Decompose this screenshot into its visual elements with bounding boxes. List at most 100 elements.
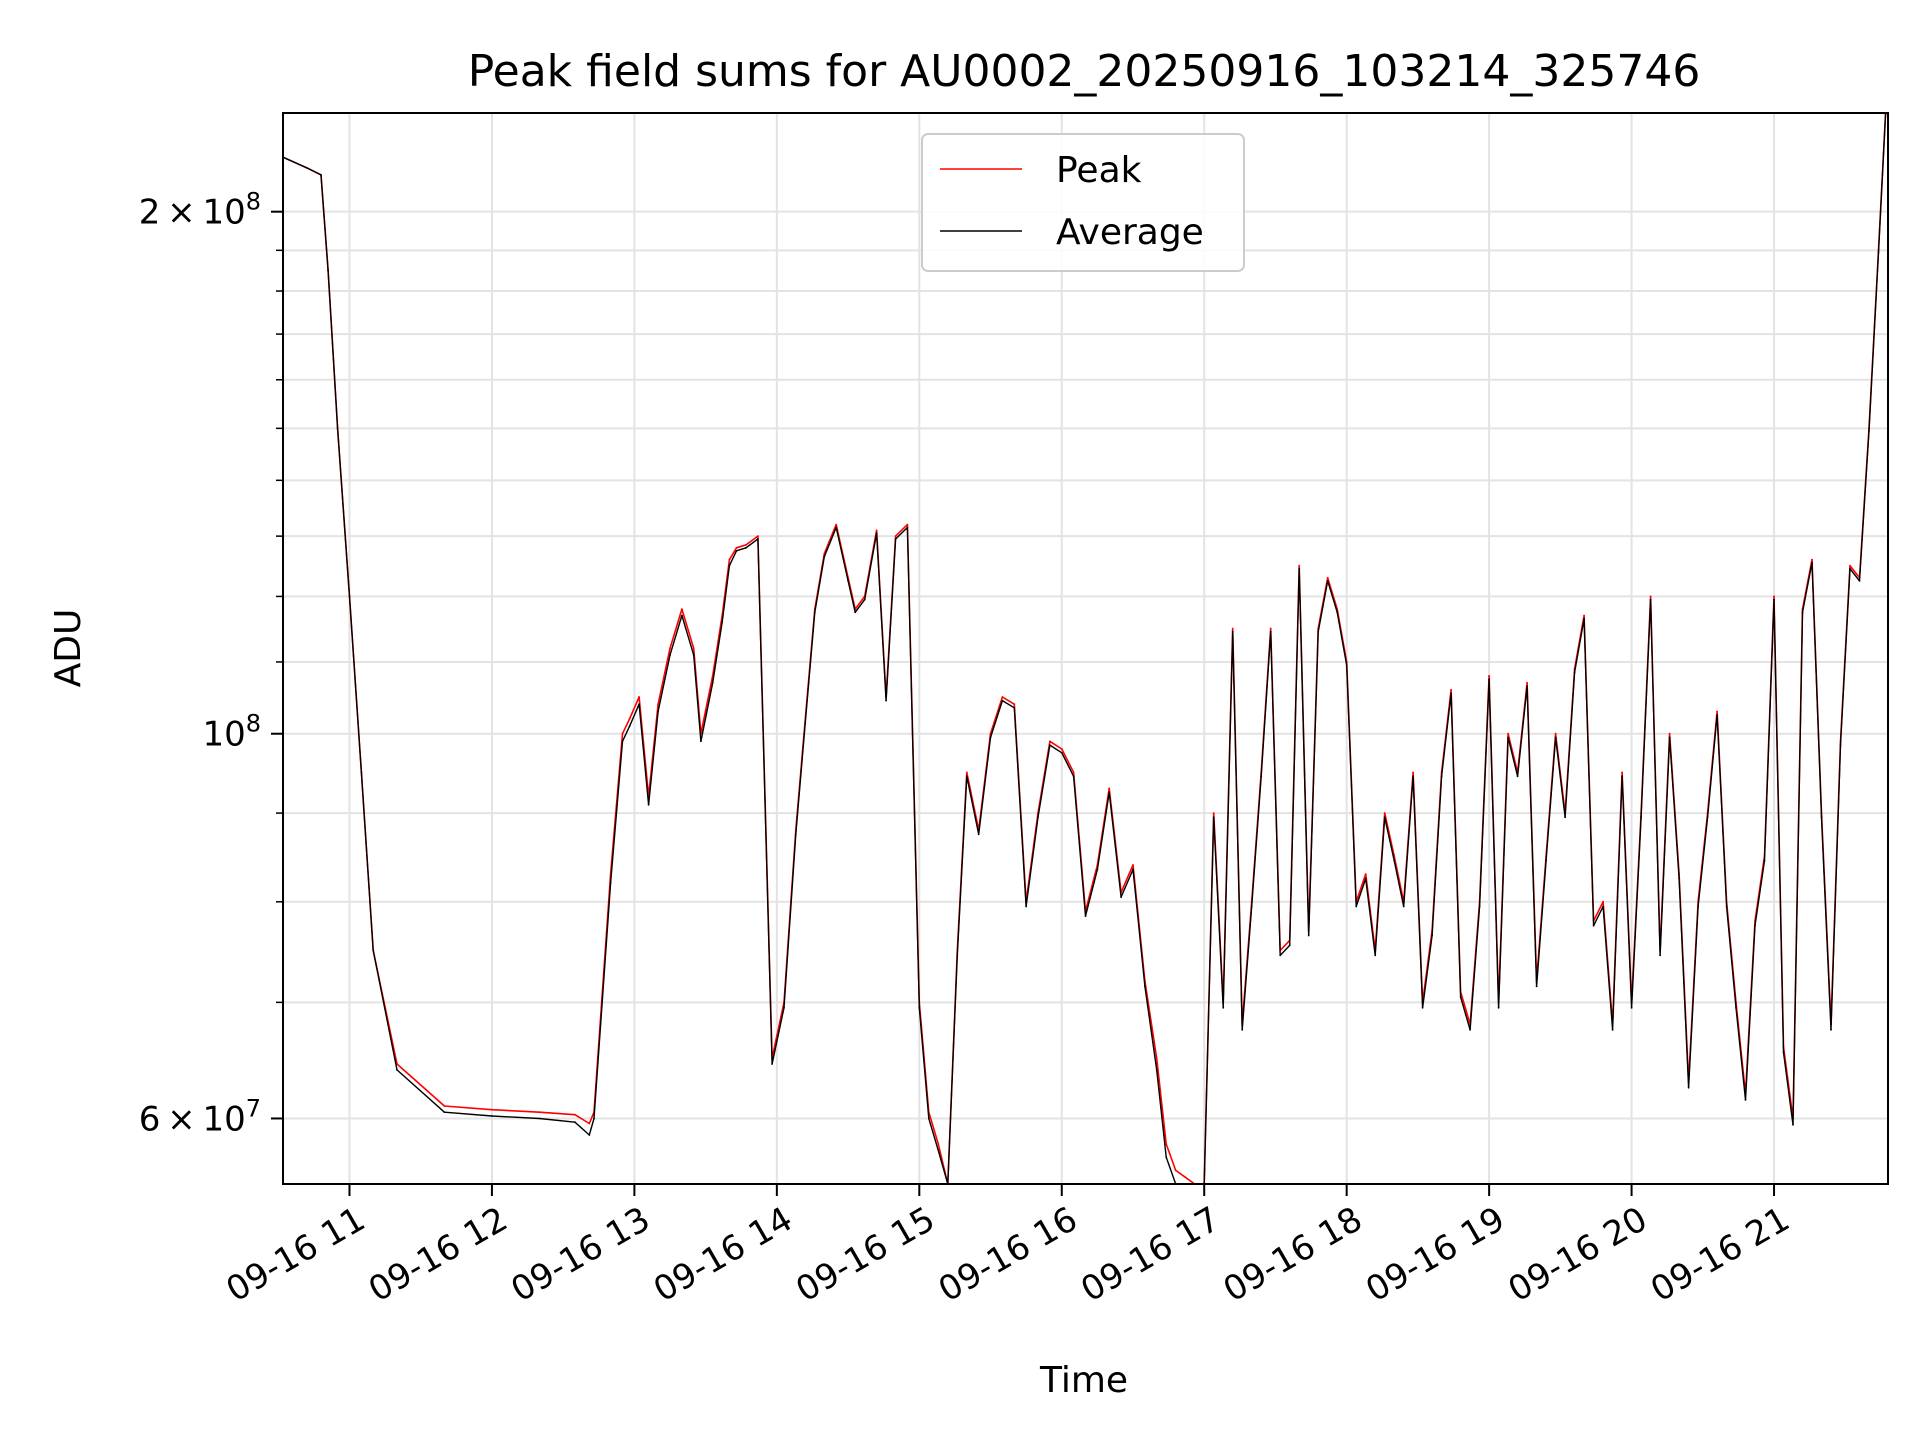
data-point-average	[711, 681, 714, 684]
legend: Peak Average	[921, 133, 1245, 272]
data-point-peak	[1488, 674, 1490, 677]
y-tick-label: 6 × 107	[139, 1094, 261, 1139]
data-point-average	[1165, 1156, 1168, 1158]
data-point-average	[1554, 736, 1557, 739]
data-point-average	[700, 740, 702, 743]
data-point-average	[927, 1117, 930, 1120]
legend-label-average: Average	[1056, 212, 1204, 253]
data-point-average	[783, 1006, 785, 1009]
data-point-average	[1564, 816, 1566, 819]
data-point-average	[885, 699, 887, 702]
y-tick-label: 108	[202, 710, 261, 755]
data-point-average	[1450, 692, 1452, 695]
data-point-average	[1507, 736, 1509, 739]
data-point-average	[1120, 896, 1122, 898]
data-point-peak	[937, 1143, 940, 1145]
data-point-average	[1811, 561, 1813, 564]
data-point-average	[681, 614, 683, 617]
data-point-average	[863, 598, 866, 601]
data-point-peak	[1184, 1176, 1187, 1179]
data-point-average	[1782, 1051, 1785, 1054]
data-point-average	[1744, 1099, 1747, 1101]
data-point-average	[647, 803, 650, 806]
data-point-average	[593, 1117, 595, 1120]
data-point-average	[745, 546, 747, 549]
data-point-average	[1640, 816, 1642, 819]
data-point-average	[757, 538, 759, 540]
data-point-average	[1096, 868, 1099, 871]
data-point-peak	[1060, 748, 1063, 750]
data-point-average	[1108, 791, 1111, 794]
data-point-peak	[588, 1122, 591, 1125]
data-point-peak	[1298, 564, 1301, 567]
data-point-peak	[1849, 564, 1851, 567]
data-point-average	[794, 833, 797, 836]
x-axis-title: Time	[1039, 1360, 1128, 1401]
data-point-peak	[835, 523, 838, 526]
data-point-average	[1144, 985, 1146, 988]
data-point-peak	[1811, 558, 1813, 561]
data-point-average	[1792, 1123, 1794, 1126]
data-point-average	[628, 725, 631, 728]
data-point-average	[491, 1115, 493, 1117]
data-point-average	[823, 555, 826, 558]
data-point-average	[728, 564, 731, 567]
data-point-average	[336, 427, 339, 430]
data-point-average	[1526, 685, 1528, 688]
data-point-average	[1545, 859, 1547, 862]
data-point-peak	[1072, 771, 1075, 774]
data-point-average	[1849, 567, 1851, 570]
data-point-average	[1763, 859, 1766, 862]
data-point-average	[977, 833, 980, 836]
data-point-average	[1364, 877, 1367, 880]
data-point-peak	[1583, 614, 1585, 617]
data-point-peak	[1526, 681, 1528, 684]
data-point-average	[937, 1149, 940, 1152]
data-point-average	[638, 703, 640, 706]
data-point-average	[305, 166, 308, 169]
data-point-average	[1374, 954, 1377, 957]
data-point-average	[1602, 905, 1604, 908]
data-point-peak	[1773, 595, 1775, 598]
data-point-average	[1716, 714, 1718, 716]
series-line-average	[282, 112, 1887, 1185]
data-point-average	[692, 654, 695, 656]
data-point-peak	[1450, 688, 1452, 691]
data-point-average	[1269, 630, 1272, 633]
data-point-average	[1478, 905, 1481, 908]
data-point-average	[669, 654, 671, 656]
data-point-peak	[1412, 771, 1414, 774]
data-point-average	[1288, 944, 1291, 947]
data-point-average	[1754, 924, 1756, 927]
data-point-average	[1735, 1006, 1737, 1009]
data-point-average	[1393, 859, 1396, 862]
data-point-average	[1250, 905, 1253, 908]
legend-label-peak: Peak	[1056, 150, 1142, 191]
data-point-average	[1649, 598, 1652, 601]
data-point-average	[1132, 868, 1134, 871]
data-point-average	[1355, 905, 1358, 908]
data-point-peak	[1383, 812, 1386, 814]
data-point-average	[1222, 1006, 1225, 1009]
data-point-average	[1488, 678, 1490, 681]
data-point-average	[1877, 251, 1880, 254]
data-point-average	[875, 532, 878, 535]
data-point-average	[348, 595, 351, 598]
data-point-average	[1583, 617, 1585, 620]
data-point-peak	[1155, 1057, 1158, 1060]
data-point-average	[1801, 611, 1804, 614]
data-point-average	[1049, 744, 1051, 746]
data-point-peak	[1554, 732, 1557, 735]
data-point-peak	[1108, 787, 1111, 790]
data-point-average	[1687, 1086, 1690, 1089]
series-layer	[282, 112, 1887, 1185]
data-point-peak	[1602, 900, 1604, 903]
data-point-average	[1820, 816, 1823, 819]
data-point-peak	[1269, 627, 1272, 630]
data-point-average	[1678, 877, 1680, 880]
data-point-average	[396, 1069, 398, 1071]
data-point-average	[1858, 580, 1861, 582]
data-point-average	[1431, 934, 1433, 937]
data-point-peak	[1621, 771, 1623, 774]
